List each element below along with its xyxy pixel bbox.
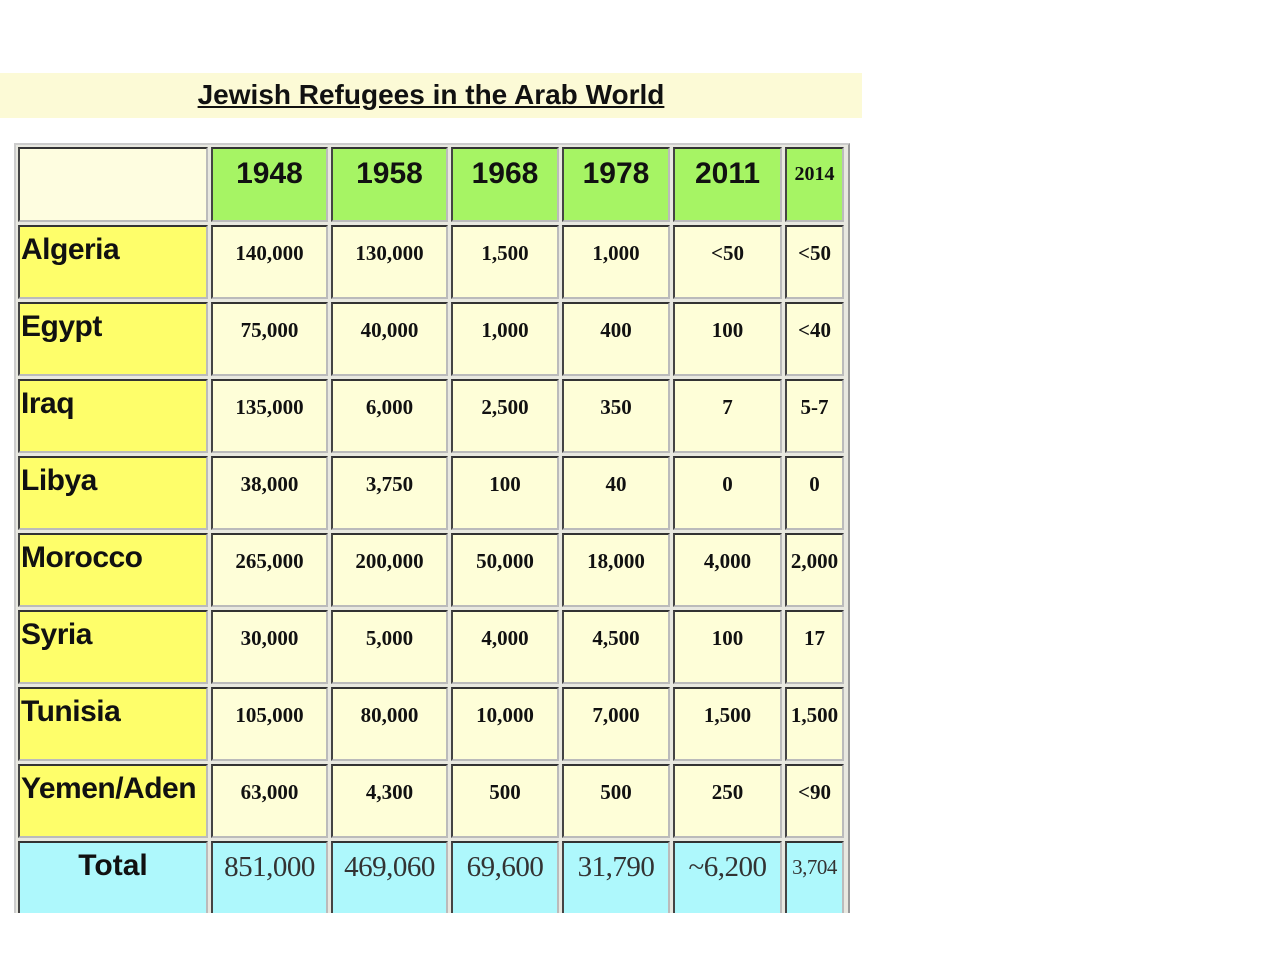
- total-cell: 31,790: [562, 841, 670, 913]
- table-cell: 200,000: [331, 533, 448, 607]
- title-band: Jewish Refugees in the Arab World: [0, 73, 862, 118]
- table-cell: <40: [785, 302, 844, 376]
- total-cell: 469,060: [331, 841, 448, 913]
- table-cell: 250: [673, 764, 782, 838]
- table-cell: 50,000: [451, 533, 559, 607]
- table-cell: 18,000: [562, 533, 670, 607]
- table-cell: 40,000: [331, 302, 448, 376]
- table-cell: 105,000: [211, 687, 328, 761]
- year-header-2011: 2011: [673, 147, 782, 222]
- total-cell: 851,000: [211, 841, 328, 913]
- table-cell: 40: [562, 456, 670, 530]
- page-title: Jewish Refugees in the Arab World: [197, 79, 665, 110]
- year-header-1978: 1978: [562, 147, 670, 222]
- table-cell: 135,000: [211, 379, 328, 453]
- table-cell: 1,500: [673, 687, 782, 761]
- total-cell: ~6,200: [673, 841, 782, 913]
- table-cell: 130,000: [331, 225, 448, 299]
- table-cell: <50: [673, 225, 782, 299]
- table-cell: 4,000: [451, 610, 559, 684]
- year-header-1948: 1948: [211, 147, 328, 222]
- year-header-2014: 2014: [785, 147, 844, 222]
- table-cell: 100: [673, 610, 782, 684]
- table-cell: 7: [673, 379, 782, 453]
- table-cell: 3,750: [331, 456, 448, 530]
- table-cell: 30,000: [211, 610, 328, 684]
- table-cell: 1,000: [451, 302, 559, 376]
- table-cell: 2,000: [785, 533, 844, 607]
- table-cell: <90: [785, 764, 844, 838]
- table-cell: 4,300: [331, 764, 448, 838]
- table-cell: 0: [785, 456, 844, 530]
- table-cell: <50: [785, 225, 844, 299]
- year-header-1958: 1958: [331, 147, 448, 222]
- table-cell: 4,000: [673, 533, 782, 607]
- table-cell: 350: [562, 379, 670, 453]
- table-cell: 0: [673, 456, 782, 530]
- table-cell: 400: [562, 302, 670, 376]
- header-corner-cell: [18, 147, 208, 222]
- total-label: Total: [18, 841, 208, 913]
- table-cell: 140,000: [211, 225, 328, 299]
- table-cell: 1,000: [562, 225, 670, 299]
- total-cell: 3,704: [785, 841, 844, 913]
- country-label: Algeria: [18, 225, 208, 299]
- table-cell: 75,000: [211, 302, 328, 376]
- table-cell: 2,500: [451, 379, 559, 453]
- table-cell: 500: [451, 764, 559, 838]
- country-label: Syria: [18, 610, 208, 684]
- total-cell: 69,600: [451, 841, 559, 913]
- table-cell: 5-7: [785, 379, 844, 453]
- year-header-1968: 1968: [451, 147, 559, 222]
- table-cell: 1,500: [785, 687, 844, 761]
- table-cell: 38,000: [211, 456, 328, 530]
- country-label: Egypt: [18, 302, 208, 376]
- table-cell: 7,000: [562, 687, 670, 761]
- table-cell: 10,000: [451, 687, 559, 761]
- table-cell: 6,000: [331, 379, 448, 453]
- table-cell: 4,500: [562, 610, 670, 684]
- table-cell: 63,000: [211, 764, 328, 838]
- refugee-table: 1948 1958 1968 1978 2011 2014 Algeria 140,000 13…: [14, 143, 850, 913]
- country-label: Libya: [18, 456, 208, 530]
- table-cell: 80,000: [331, 687, 448, 761]
- country-label: Iraq: [18, 379, 208, 453]
- country-label: Tunisia: [18, 687, 208, 761]
- table-cell: 100: [673, 302, 782, 376]
- table-cell: 17: [785, 610, 844, 684]
- table-cell: 100: [451, 456, 559, 530]
- table-cell: 265,000: [211, 533, 328, 607]
- country-label: Yemen/Aden: [18, 764, 208, 838]
- country-label: Morocco: [18, 533, 208, 607]
- table-cell: 5,000: [331, 610, 448, 684]
- table-cell: 1,500: [451, 225, 559, 299]
- table-cell: 500: [562, 764, 670, 838]
